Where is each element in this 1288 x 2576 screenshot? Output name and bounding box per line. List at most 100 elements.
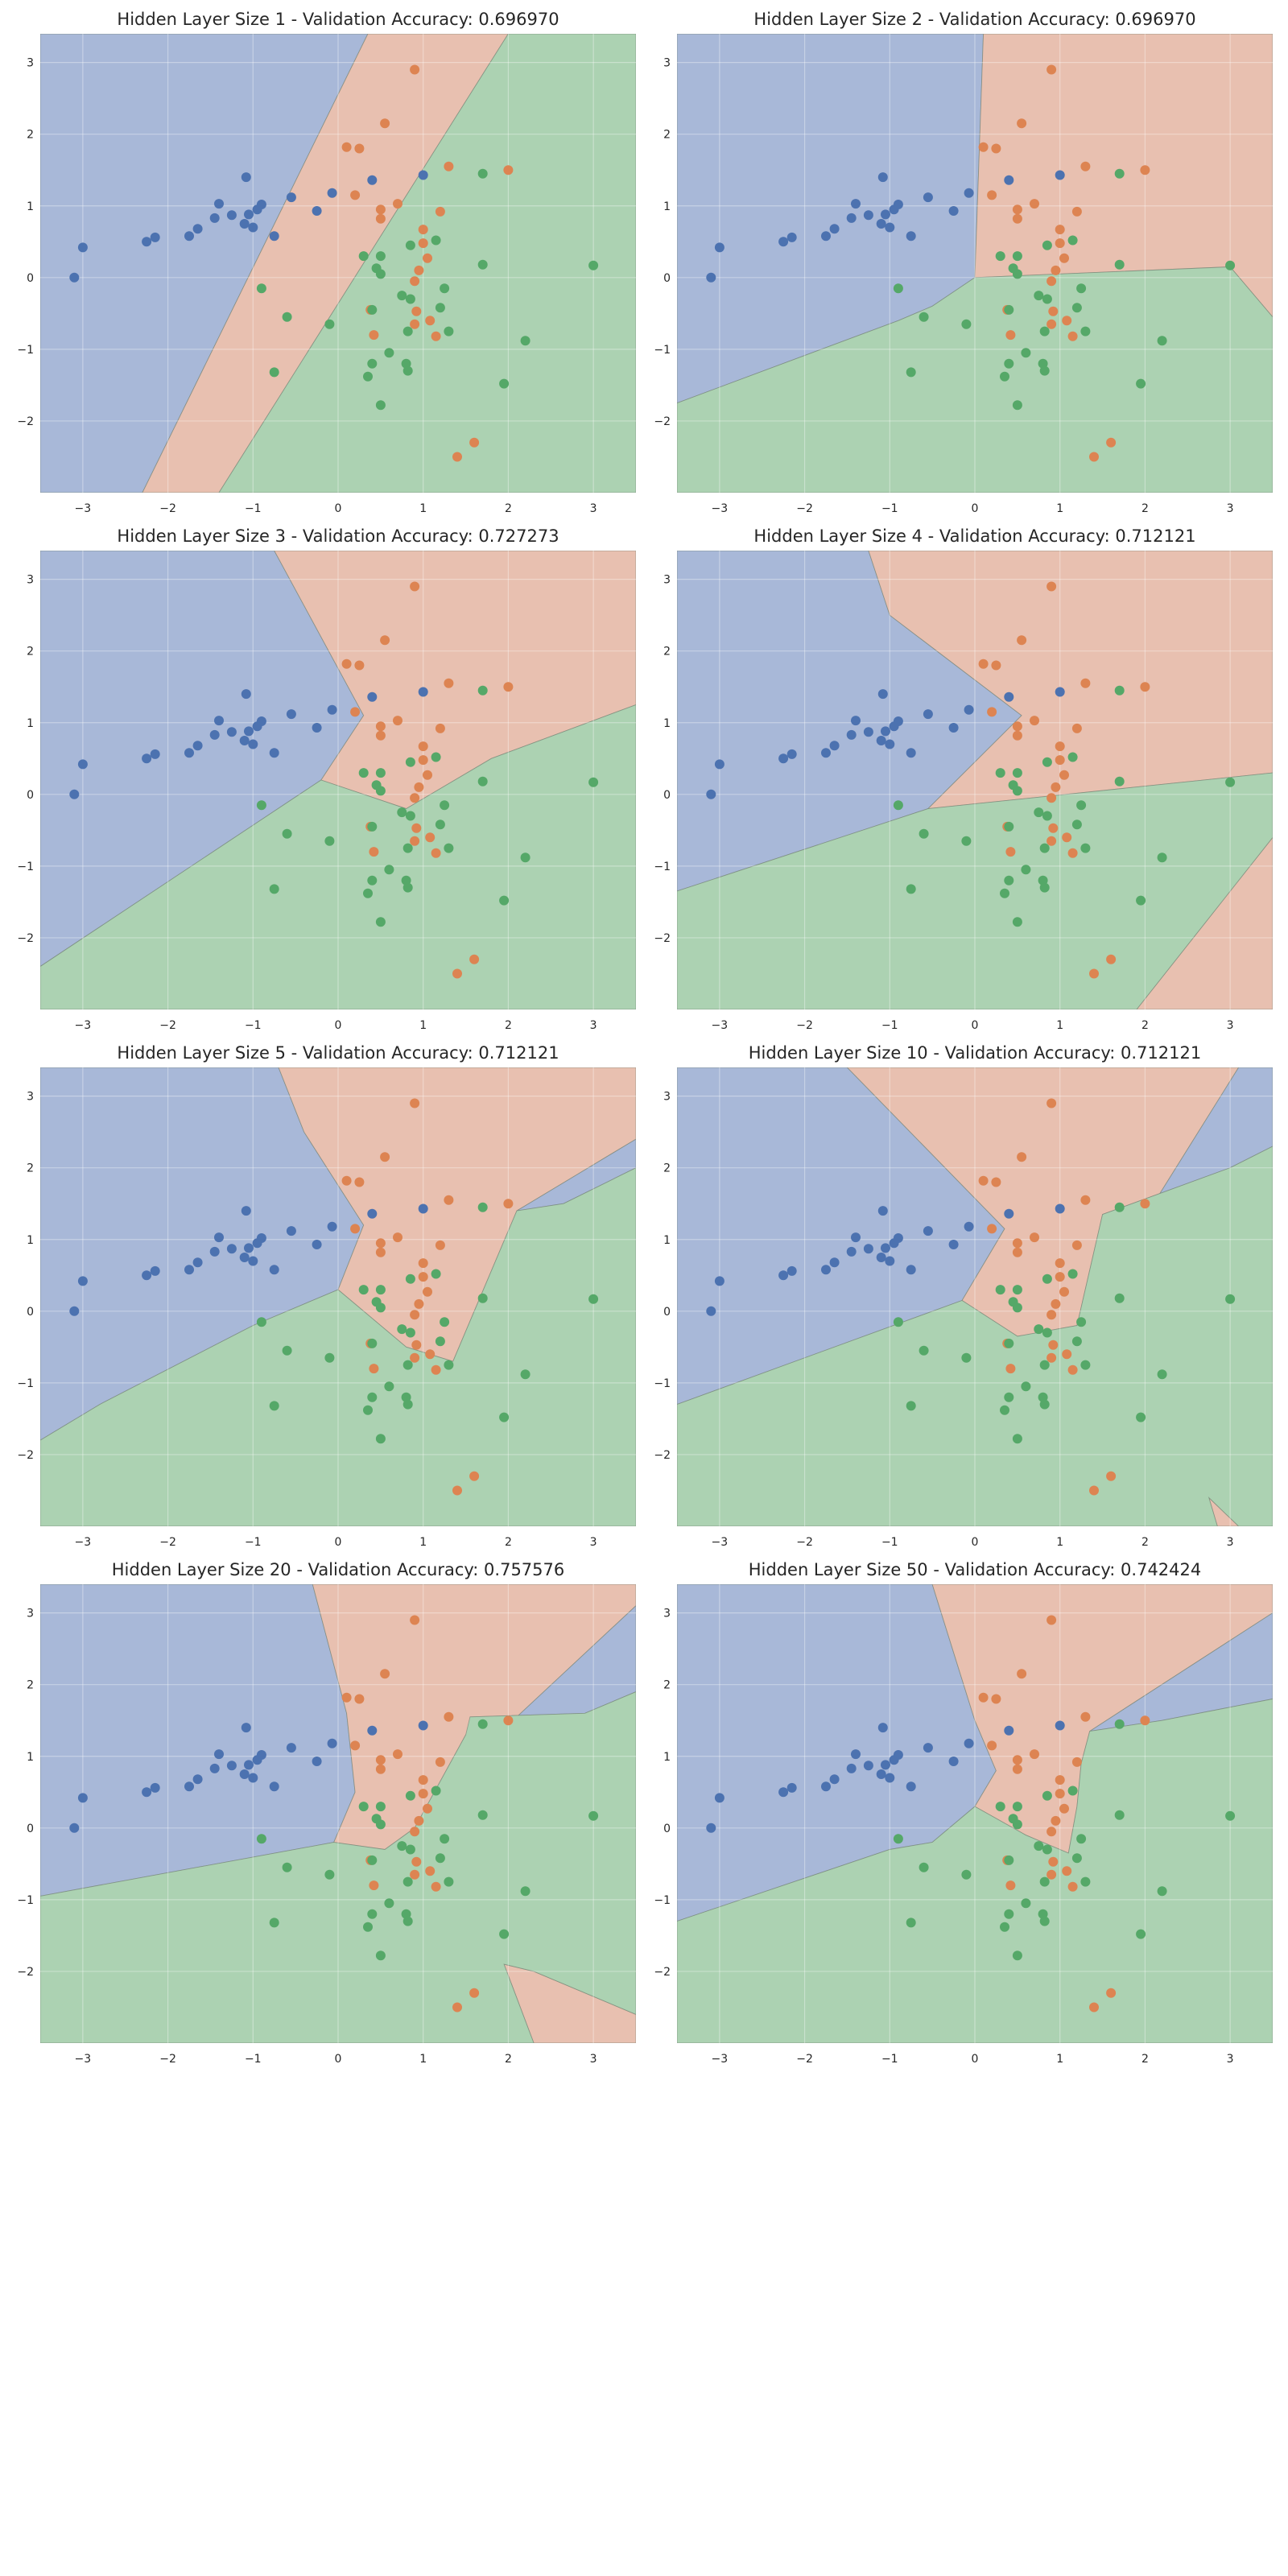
data-point-class-2	[358, 1802, 369, 1812]
y-tick-label: 3	[27, 1091, 34, 1104]
data-point-class-0	[877, 172, 888, 183]
data-point-class-1	[1071, 1757, 1082, 1767]
x-tick-label: 0	[972, 1536, 979, 1549]
data-point-class-0	[226, 210, 237, 221]
data-point-class-1	[1046, 319, 1057, 329]
data-point-class-2	[1042, 294, 1052, 304]
data-point-class-0	[1055, 1203, 1065, 1214]
data-point-class-0	[192, 224, 203, 234]
data-point-class-2	[1114, 1719, 1125, 1729]
data-point-class-0	[226, 727, 237, 737]
panel-title: Hidden Layer Size 10 - Validation Accura…	[749, 1043, 1202, 1063]
data-point-class-1	[418, 225, 428, 235]
data-point-class-2	[358, 768, 369, 778]
y-tick-label: 1	[27, 717, 34, 730]
data-point-class-1	[978, 142, 989, 152]
data-point-class-2	[1114, 1202, 1125, 1212]
data-point-class-2	[440, 800, 450, 811]
data-point-class-2	[367, 1855, 378, 1865]
data-point-class-1	[375, 730, 386, 741]
data-point-class-0	[778, 753, 789, 764]
data-point-class-1	[375, 213, 386, 224]
data-point-class-1	[1046, 1352, 1057, 1363]
data-point-class-2	[367, 358, 378, 369]
data-point-class-1	[1067, 1881, 1078, 1892]
x-tick-label: −2	[159, 1019, 176, 1032]
decision-region-class-2	[677, 772, 1273, 1009]
data-point-class-1	[452, 1485, 462, 1496]
data-point-class-0	[829, 1774, 840, 1785]
data-point-class-1	[1017, 1152, 1027, 1162]
x-tick-label: 0	[972, 2053, 979, 2066]
data-point-class-1	[452, 968, 462, 979]
data-point-class-2	[1000, 371, 1009, 382]
data-point-class-0	[142, 753, 152, 764]
y-tick-label: −1	[17, 1377, 34, 1390]
data-point-class-1	[369, 847, 379, 857]
x-tick-label: 0	[335, 1536, 342, 1549]
panel-1: Hidden Layer Size 1 - Validation Accurac…	[17, 10, 636, 515]
x-tick-label: −3	[75, 1536, 92, 1549]
data-point-class-2	[1225, 260, 1236, 270]
y-tick-label: −1	[654, 1894, 671, 1907]
data-point-class-0	[77, 242, 88, 253]
data-point-class-2	[367, 1909, 378, 1919]
data-point-class-1	[1071, 723, 1082, 733]
data-point-class-2	[1071, 1853, 1082, 1864]
data-point-class-1	[410, 1098, 420, 1108]
data-point-class-1	[350, 1224, 361, 1234]
data-point-class-2	[1000, 1405, 1009, 1415]
data-point-class-2	[375, 1285, 386, 1295]
data-point-class-0	[150, 1265, 160, 1276]
data-point-class-1	[503, 1199, 514, 1209]
data-point-class-0	[367, 1208, 378, 1219]
data-point-class-0	[1055, 1720, 1065, 1731]
data-point-class-0	[367, 175, 378, 185]
y-tick-label: −1	[17, 1894, 34, 1907]
data-point-class-2	[1080, 1360, 1091, 1370]
data-point-class-1	[1017, 635, 1027, 646]
data-point-class-0	[948, 1240, 959, 1249]
data-point-class-2	[1157, 852, 1167, 863]
data-point-class-2	[324, 1352, 335, 1363]
x-tick-label: −1	[881, 1536, 898, 1549]
data-point-class-2	[375, 917, 386, 927]
data-point-class-0	[312, 206, 322, 216]
data-point-class-0	[239, 1769, 250, 1779]
decision-region-class-2	[40, 1167, 636, 1526]
data-point-class-1	[1080, 161, 1091, 171]
data-point-class-1	[1005, 847, 1016, 857]
data-point-class-0	[418, 1720, 428, 1731]
data-point-class-2	[402, 882, 413, 893]
data-point-class-2	[1076, 800, 1087, 811]
data-point-class-1	[444, 161, 454, 171]
data-point-class-0	[877, 1206, 888, 1216]
y-tick-label: −2	[654, 932, 671, 945]
data-point-class-2	[961, 319, 972, 329]
data-point-class-0	[142, 237, 152, 247]
data-point-class-1	[393, 716, 402, 726]
data-point-class-2	[520, 336, 530, 346]
data-point-class-1	[1048, 1856, 1059, 1867]
x-tick-label: 1	[419, 502, 427, 515]
data-point-class-2	[282, 1862, 292, 1872]
data-point-class-2	[384, 1381, 394, 1392]
y-tick-label: −1	[654, 861, 671, 873]
x-tick-label: −3	[75, 2053, 92, 2066]
data-point-class-2	[256, 1834, 266, 1844]
data-point-class-1	[1046, 1827, 1057, 1837]
data-point-class-0	[881, 1243, 890, 1253]
y-tick-label: 0	[663, 1306, 671, 1319]
data-point-class-1	[1005, 1364, 1016, 1374]
data-point-class-0	[846, 213, 857, 223]
data-point-class-1	[431, 1881, 441, 1892]
data-point-class-2	[269, 884, 279, 894]
data-point-class-0	[69, 789, 80, 799]
x-tick-label: −2	[159, 1536, 176, 1549]
data-point-class-2	[1000, 1922, 1009, 1932]
panel-6: Hidden Layer Size 10 - Validation Accura…	[654, 1043, 1273, 1549]
data-point-class-1	[354, 1694, 365, 1704]
data-point-class-2	[477, 1719, 488, 1729]
decision-region-class-2	[40, 1691, 636, 2043]
plot-area	[677, 1067, 1273, 1526]
